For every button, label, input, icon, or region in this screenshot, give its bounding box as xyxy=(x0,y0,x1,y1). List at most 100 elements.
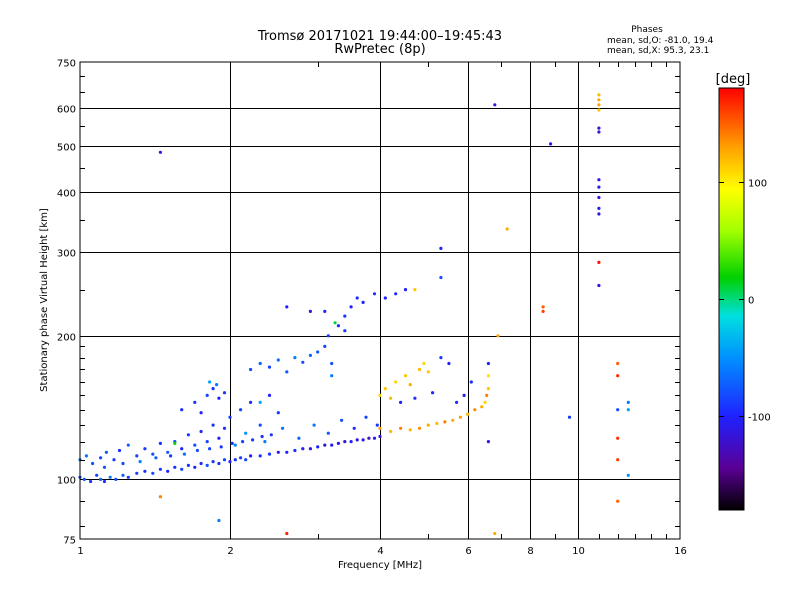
data-point xyxy=(372,436,377,440)
data-point xyxy=(102,479,107,484)
data-point xyxy=(297,436,301,440)
data-point xyxy=(222,391,227,395)
data-point xyxy=(258,400,262,404)
data-point xyxy=(616,361,620,366)
data-point xyxy=(285,450,289,454)
data-point xyxy=(597,206,601,210)
data-point xyxy=(112,458,116,462)
data-point xyxy=(378,434,382,439)
data-point xyxy=(228,415,232,419)
data-point xyxy=(439,356,443,360)
data-point xyxy=(323,309,327,313)
data-point xyxy=(355,296,359,300)
data-point xyxy=(431,391,435,395)
data-point xyxy=(244,458,248,462)
data-point xyxy=(215,383,219,387)
data-point xyxy=(496,334,500,338)
data-point xyxy=(102,465,107,469)
data-point xyxy=(458,415,462,419)
data-point xyxy=(158,441,162,445)
data-point xyxy=(199,461,203,466)
x-tick-label: 6 xyxy=(465,546,471,557)
data-point xyxy=(435,421,439,426)
chart-subtitle: RwPretec (8p) xyxy=(334,42,425,57)
data-point xyxy=(426,370,430,374)
data-point xyxy=(135,454,139,458)
data-point xyxy=(104,450,108,454)
data-point xyxy=(205,440,209,444)
data-point xyxy=(158,467,162,471)
data-point xyxy=(394,380,398,384)
data-point xyxy=(403,288,408,292)
data-point xyxy=(205,393,209,397)
y-tick-label: 200 xyxy=(57,333,76,344)
phases-o-stats: mean, sd,O: -81.0, 19.4 xyxy=(607,36,714,46)
data-point xyxy=(333,321,337,325)
x-tick-label: 2 xyxy=(227,546,233,557)
data-point xyxy=(158,150,162,154)
data-point xyxy=(389,396,393,400)
data-point xyxy=(378,393,382,397)
x-tick-label: 10 xyxy=(572,546,585,557)
data-point xyxy=(308,309,312,313)
data-point xyxy=(316,350,320,354)
data-point xyxy=(361,300,365,304)
data-point xyxy=(82,477,86,481)
data-point xyxy=(166,450,170,454)
data-point xyxy=(258,454,262,458)
data-point xyxy=(389,429,393,434)
x-axis-ticks: 1 2 4 6 8 10 16 xyxy=(77,62,687,557)
data-point xyxy=(244,431,248,435)
data-point xyxy=(276,411,280,415)
data-point xyxy=(217,436,221,440)
y-tick-label: 75 xyxy=(63,536,76,547)
data-point xyxy=(447,361,451,366)
data-point xyxy=(597,126,601,130)
data-point xyxy=(426,423,430,427)
data-point xyxy=(186,433,190,437)
data-point xyxy=(541,305,545,309)
data-point xyxy=(597,93,601,97)
data-point xyxy=(143,447,147,451)
data-point xyxy=(505,227,509,231)
data-point xyxy=(616,374,620,378)
data-point xyxy=(151,471,155,475)
data-point xyxy=(180,447,184,451)
data-point xyxy=(233,443,237,447)
data-point xyxy=(126,475,130,479)
data-point xyxy=(269,433,273,437)
data-point xyxy=(249,454,253,458)
colorbar-ticks: 100 0 -100 xyxy=(719,179,771,424)
data-point xyxy=(276,358,280,362)
data-point xyxy=(567,415,572,419)
data-point xyxy=(99,477,103,481)
data-point xyxy=(84,454,88,458)
data-point xyxy=(597,98,601,102)
data-point xyxy=(352,426,356,430)
data-point xyxy=(138,460,142,464)
y-tick-label: 750 xyxy=(57,59,76,70)
data-point xyxy=(217,518,221,523)
data-point xyxy=(239,456,243,460)
data-point xyxy=(117,448,122,453)
data-point xyxy=(121,473,125,477)
data-point xyxy=(267,365,272,369)
data-point xyxy=(330,374,334,378)
data-point xyxy=(326,431,330,435)
data-point xyxy=(616,499,620,503)
data-point xyxy=(276,450,280,454)
data-point xyxy=(195,448,199,453)
data-point xyxy=(301,360,305,364)
data-point xyxy=(180,467,184,471)
data-point xyxy=(422,361,426,366)
data-point xyxy=(597,195,601,200)
data-point xyxy=(173,465,177,469)
data-point xyxy=(480,405,484,409)
data-point xyxy=(383,387,387,391)
y-tick-label: 100 xyxy=(57,476,76,487)
data-point xyxy=(493,103,497,107)
data-point xyxy=(486,387,490,391)
y-tick-label: 600 xyxy=(57,105,76,116)
data-point xyxy=(108,475,112,479)
